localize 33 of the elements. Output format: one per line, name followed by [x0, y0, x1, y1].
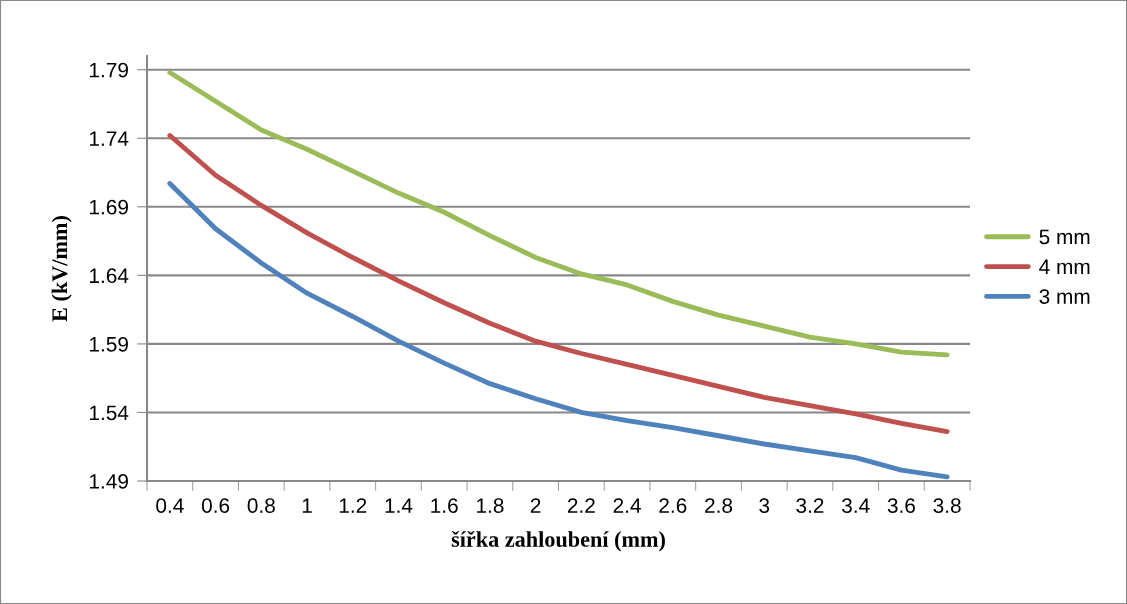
- x-tick-label: 0.6: [201, 498, 230, 513]
- x-tick-label: 2.6: [659, 498, 687, 513]
- y-tick-label: 1.59: [89, 336, 128, 352]
- line-series: [167, 181, 950, 480]
- y-tick-label: 1.69: [89, 199, 128, 215]
- line-series: [167, 70, 950, 358]
- x-tick-label: 2.2: [567, 498, 595, 513]
- legend-label: 3 mm: [1039, 289, 1090, 304]
- x-axis-title: šířka zahloubení (mm): [451, 530, 665, 552]
- legend-label: 5 mm: [1039, 229, 1090, 245]
- y-tick-label: 1.64: [89, 268, 129, 284]
- y-tick-label: 1.54: [89, 405, 129, 421]
- y-tick-label: 1.79: [89, 62, 128, 78]
- x-tick-label: 3.8: [933, 498, 961, 513]
- x-tick-label: 1: [302, 498, 312, 513]
- x-tick-label: 2: [530, 498, 541, 513]
- x-tick-label: 3: [759, 498, 770, 513]
- x-tick-label: 1.2: [339, 498, 367, 513]
- x-tick-label: 0.4: [156, 498, 184, 513]
- y-tick-label: 1.49: [89, 474, 128, 489]
- legend-label: 4 mm: [1039, 259, 1090, 274]
- x-tick-label: 3.2: [796, 498, 824, 513]
- x-tick-label: 0.8: [247, 498, 275, 513]
- x-tick-label: 2.4: [613, 498, 641, 513]
- y-axis-title: E (kV/mm): [51, 216, 72, 322]
- x-tick-label: 2.8: [705, 498, 733, 513]
- line-series: [167, 133, 950, 435]
- x-tick-label: 1.6: [431, 498, 458, 513]
- x-tick-label: 1.8: [477, 498, 504, 513]
- x-tick-label: 3.6: [887, 498, 915, 513]
- y-tick-label: 1.74: [89, 131, 129, 146]
- x-tick-label: 1.4: [385, 498, 413, 513]
- x-tick-label: 3.4: [842, 498, 870, 513]
